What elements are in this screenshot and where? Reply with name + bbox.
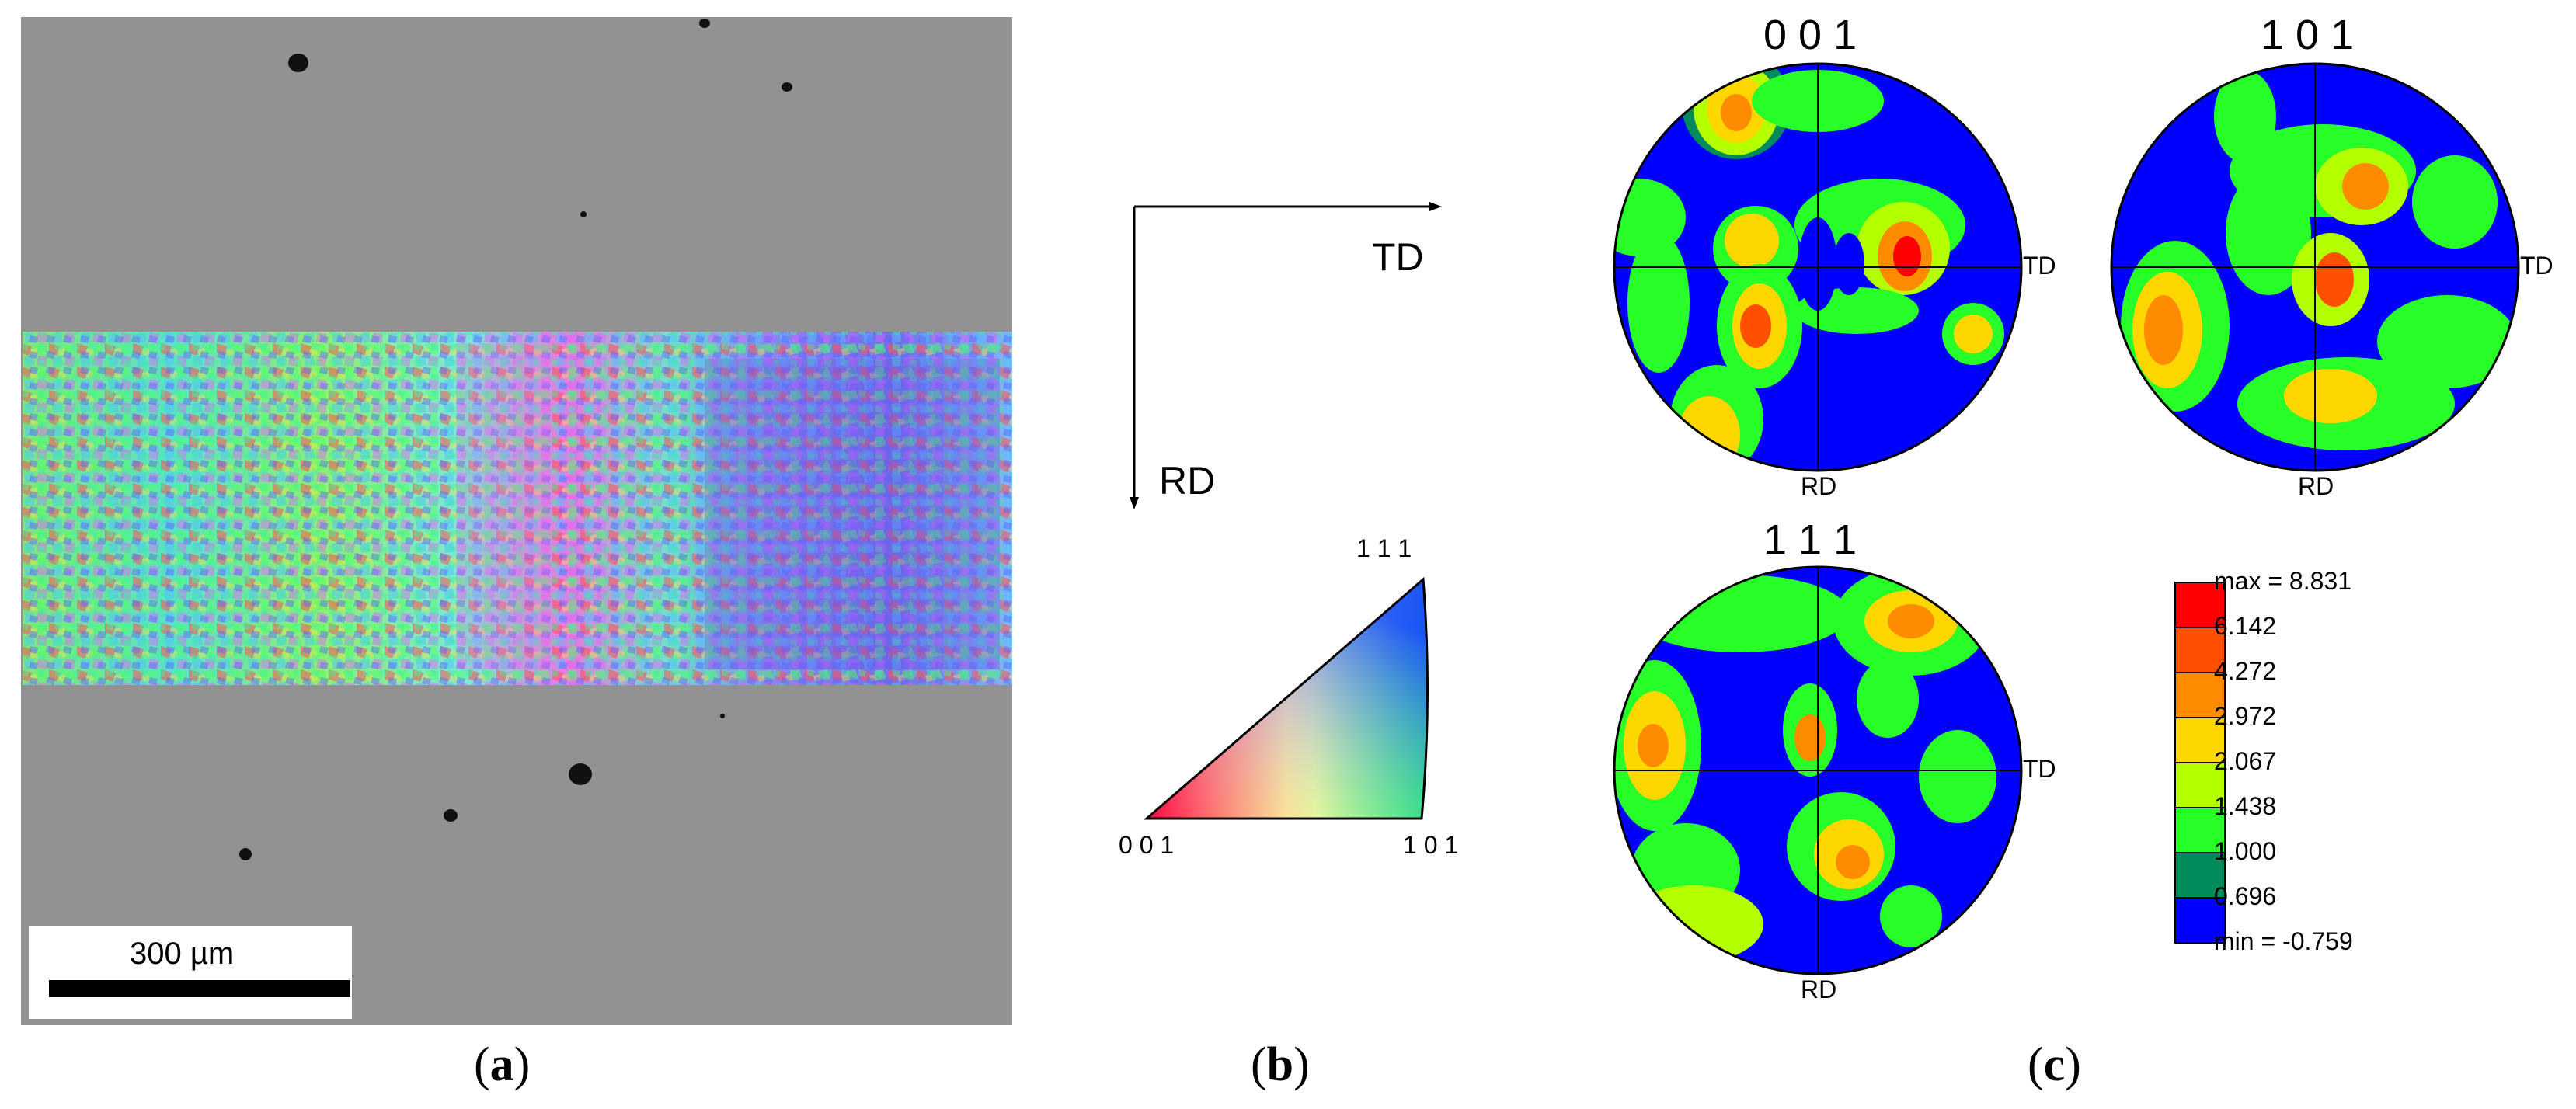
ipf-label-111: 1 1 1 [1356, 534, 1412, 562]
legend-level-label: min = -0.759 [2214, 927, 2353, 955]
td-axis-label: TD [1372, 235, 1424, 279]
legend-swatch [2174, 672, 2226, 718]
sem-micrograph [21, 17, 1012, 1025]
panel-b: TD RD 1 1 1 0 0 1 1 0 1 [1119, 186, 1538, 870]
legend-level-label: 1.438 [2214, 792, 2277, 820]
rd-axis-label: RD [1159, 459, 1216, 502]
panel-c: 0 0 1 TD RD 1 0 1 TD RD 1 1 1 TD RD max … [1585, 0, 2576, 1025]
legend-swatch [2174, 807, 2226, 853]
pole-figure-101-rd: RD [2298, 472, 2334, 500]
legend-level-label: 2.972 [2214, 702, 2277, 730]
sample-axes [1130, 202, 1442, 820]
pole-figure-111 [1613, 565, 2023, 975]
pole-figure-001-title: 0 0 1 [1763, 12, 1857, 58]
pole-figure-101 [2110, 62, 2520, 472]
pole-figure-001 [1613, 62, 2023, 472]
pole-figure-101-title: 1 0 1 [2261, 12, 2355, 58]
ipf-label-101: 1 0 1 [1403, 831, 1459, 859]
ebsd-orientation-map [23, 332, 1012, 685]
contour-legend-bar [2174, 582, 2226, 944]
legend-level-label: 4.272 [2214, 657, 2277, 685]
legend-level-label: max = 8.831 [2214, 567, 2351, 595]
legend-level-label: 0.696 [2214, 882, 2277, 910]
scale-bar [49, 980, 350, 997]
panel-b-label: (b) [1251, 1038, 1310, 1091]
ipf-label-001: 0 0 1 [1119, 831, 1175, 859]
legend-swatch [2174, 717, 2226, 763]
panel-c-label: (c) [2028, 1038, 2081, 1091]
panel-a: 300 µm [21, 17, 1012, 1025]
pole-figure-111-title: 1 1 1 [1763, 516, 1857, 563]
legend-level-label: 1.000 [2214, 837, 2277, 865]
scale-bar-box [29, 926, 352, 1019]
pole-figure-001-rd: RD [1801, 472, 1837, 500]
ipf-color-key [1143, 576, 1429, 820]
legend-swatch [2174, 762, 2226, 808]
pole-figure-101-td: TD [2520, 252, 2553, 280]
pole-figure-111-td: TD [2023, 755, 2056, 783]
pole-figure-111-rd: RD [1801, 975, 1837, 1003]
scale-bar-label: 300 µm [130, 937, 235, 971]
panel-a-label: (a) [474, 1038, 531, 1091]
contour-legend-labels: max = 8.831 6.142 4.272 2.972 2.067 1.438 1.00… [2214, 567, 2540, 979]
pores [239, 19, 792, 860]
pole-figure-001-td: TD [2023, 252, 2056, 280]
legend-level-label: 6.142 [2214, 612, 2277, 640]
legend-level-label: 2.067 [2214, 747, 2277, 775]
legend-swatch [2174, 897, 2226, 944]
legend-swatch [2174, 582, 2226, 628]
